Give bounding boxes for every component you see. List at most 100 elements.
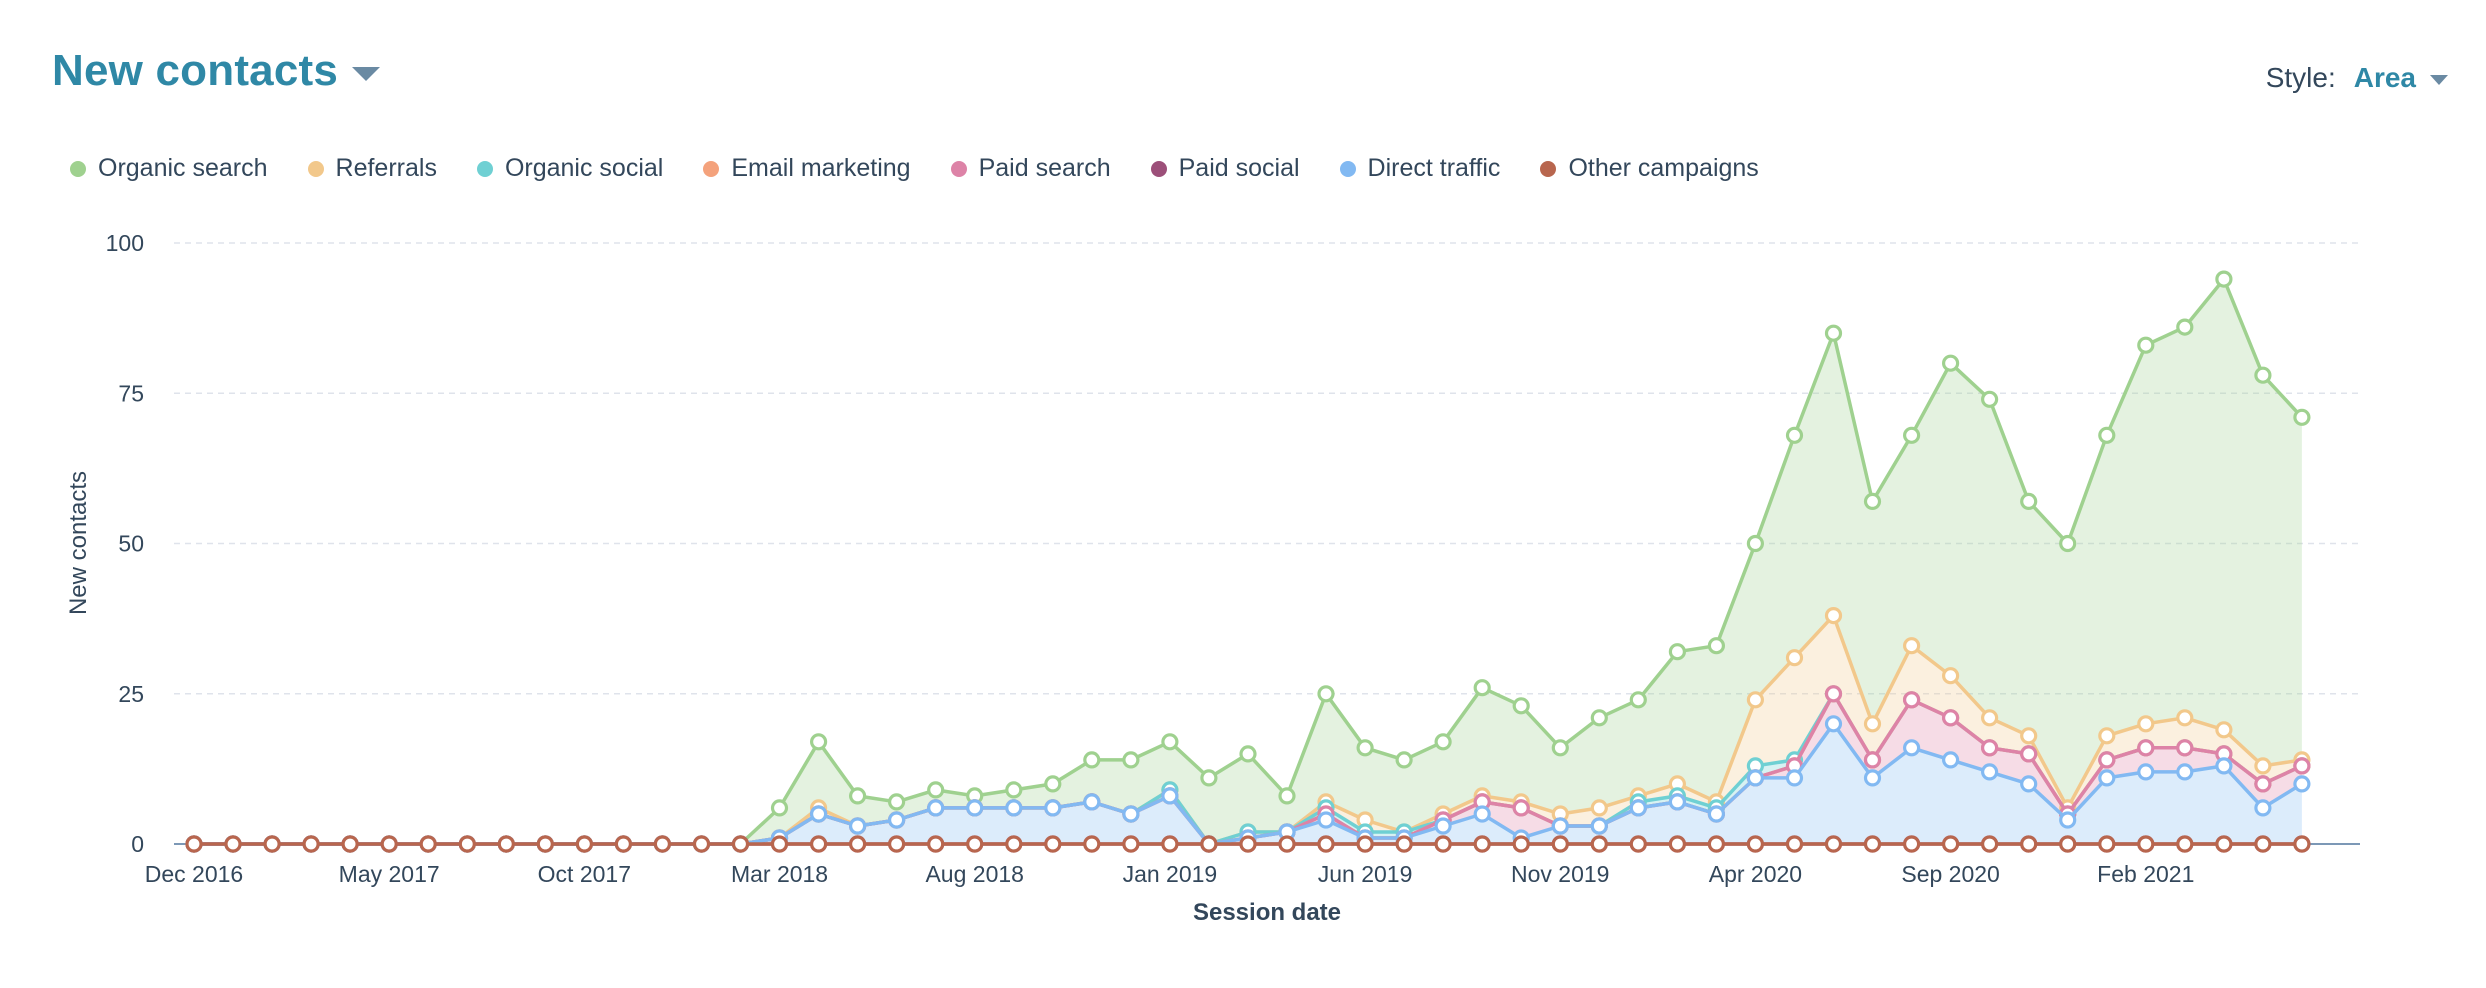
data-point bbox=[966, 799, 984, 817]
data-point bbox=[263, 835, 281, 853]
x-tick-label: Dec 2016 bbox=[145, 861, 243, 887]
data-point bbox=[809, 733, 828, 751]
legend-label: Paid search bbox=[978, 154, 1111, 182]
style-label: Style: bbox=[2265, 62, 2336, 93]
data-point bbox=[1551, 835, 1569, 853]
y-tick-label: 75 bbox=[118, 380, 144, 406]
data-point bbox=[1434, 835, 1452, 853]
data-point bbox=[1746, 691, 1765, 709]
data-point bbox=[927, 781, 945, 799]
y-tick-label: 100 bbox=[106, 230, 144, 256]
data-point bbox=[614, 835, 633, 853]
x-tick-label: Sep 2020 bbox=[1901, 861, 1999, 887]
data-point bbox=[1785, 426, 1804, 444]
data-point bbox=[224, 835, 242, 853]
data-point bbox=[1668, 835, 1687, 853]
legend-item-other-campaigns[interactable]: Other campaigns bbox=[1540, 154, 1759, 183]
data-point bbox=[1980, 835, 1999, 853]
legend-item-referrals[interactable]: Referrals bbox=[307, 154, 437, 183]
data-point bbox=[2254, 835, 2272, 853]
data-point bbox=[2254, 757, 2272, 775]
legend-item-paid-social[interactable]: Paid social bbox=[1150, 154, 1300, 183]
data-point bbox=[2293, 775, 2311, 793]
data-point bbox=[1317, 811, 1335, 829]
data-point bbox=[2020, 835, 2038, 853]
data-point bbox=[770, 799, 789, 817]
data-point bbox=[1629, 691, 1647, 709]
data-point bbox=[1902, 426, 1921, 444]
data-point bbox=[1824, 324, 1843, 342]
y-tick-label: 25 bbox=[118, 681, 144, 707]
legend-item-organic-search[interactable]: Organic search bbox=[70, 154, 268, 183]
data-point bbox=[1590, 709, 1608, 727]
data-point bbox=[1512, 799, 1530, 817]
data-point bbox=[2098, 727, 2116, 745]
data-point bbox=[2176, 835, 2194, 853]
data-point bbox=[2098, 751, 2116, 769]
data-point bbox=[2176, 739, 2194, 757]
data-point bbox=[2254, 775, 2272, 793]
data-point bbox=[770, 835, 789, 853]
data-point bbox=[1629, 799, 1647, 817]
legend-item-organic-social[interactable]: Organic social bbox=[476, 154, 663, 183]
data-point bbox=[1980, 739, 1999, 757]
legend-dot-paid-social bbox=[1150, 160, 1167, 177]
legend-label: Other campaigns bbox=[1568, 154, 1759, 182]
legend-item-direct-traffic[interactable]: Direct traffic bbox=[1339, 154, 1500, 183]
data-point bbox=[575, 835, 594, 853]
chart-title-dropdown[interactable]: New contacts bbox=[52, 46, 381, 96]
data-point bbox=[1980, 763, 1999, 781]
area-direct-traffic bbox=[194, 723, 2302, 844]
data-point bbox=[2176, 709, 2194, 727]
data-point bbox=[380, 835, 398, 853]
data-point bbox=[1161, 835, 1179, 853]
data-point bbox=[1941, 835, 1960, 853]
data-point bbox=[2098, 426, 2116, 444]
data-point bbox=[341, 835, 359, 853]
data-point bbox=[1356, 835, 1374, 853]
data-point bbox=[1122, 805, 1140, 823]
data-point bbox=[2098, 835, 2116, 853]
data-point bbox=[1668, 793, 1687, 811]
data-point bbox=[2254, 366, 2272, 384]
data-point bbox=[1590, 799, 1608, 817]
data-point bbox=[1980, 390, 1999, 408]
data-point bbox=[2215, 721, 2233, 739]
data-point bbox=[1746, 534, 1765, 553]
legend-item-paid-search[interactable]: Paid search bbox=[950, 154, 1111, 183]
x-tick-label: Mar 2018 bbox=[731, 861, 828, 887]
data-point bbox=[1863, 835, 1882, 853]
data-point bbox=[1200, 769, 1218, 787]
data-point bbox=[1902, 739, 1921, 757]
data-point bbox=[1980, 709, 1999, 727]
x-tick-label: Jan 2019 bbox=[1123, 861, 1218, 887]
data-point bbox=[1590, 835, 1608, 853]
data-point bbox=[2098, 769, 2116, 787]
data-point bbox=[1746, 769, 1765, 787]
data-point bbox=[1785, 649, 1804, 667]
chevron-down-icon bbox=[2430, 75, 2448, 85]
data-point bbox=[2176, 763, 2194, 781]
x-axis-title: Session date bbox=[1193, 899, 1341, 926]
data-point bbox=[2215, 270, 2233, 288]
legend-item-email-marketing[interactable]: Email marketing bbox=[703, 154, 911, 183]
style-selector[interactable]: Style: Area bbox=[2266, 62, 2448, 94]
data-point bbox=[1941, 667, 1960, 685]
data-point bbox=[887, 793, 906, 811]
data-point bbox=[1473, 679, 1491, 697]
data-point bbox=[2137, 763, 2155, 781]
data-point bbox=[458, 835, 476, 853]
legend-dot-other-campaigns bbox=[1540, 160, 1557, 177]
data-point bbox=[2254, 799, 2272, 817]
data-point bbox=[1239, 745, 1257, 763]
data-point bbox=[927, 799, 945, 817]
data-point bbox=[2059, 835, 2077, 853]
legend-dot-referrals bbox=[307, 160, 324, 177]
data-point bbox=[1083, 793, 1101, 811]
style-value[interactable]: Area bbox=[2353, 62, 2416, 93]
page-title: New contacts bbox=[52, 46, 339, 95]
data-point bbox=[1044, 835, 1062, 853]
data-point bbox=[1278, 835, 1296, 853]
data-point bbox=[1668, 643, 1687, 661]
